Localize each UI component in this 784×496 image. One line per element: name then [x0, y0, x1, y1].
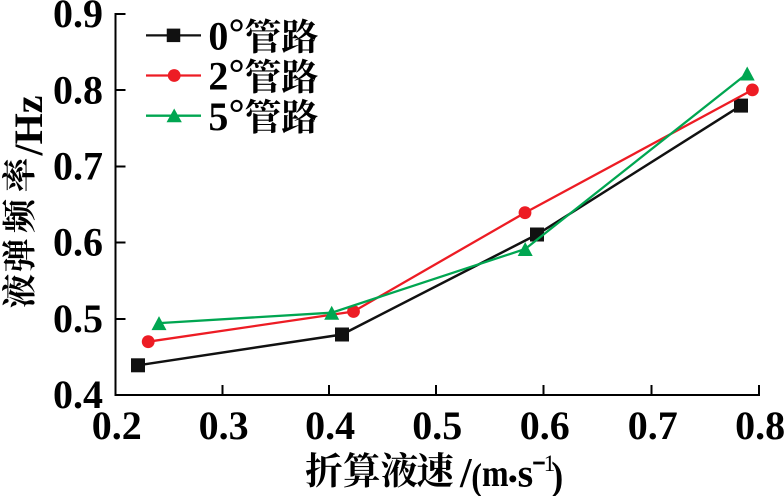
- svg-text:/Hz: /Hz: [6, 96, 51, 157]
- svg-text:5: 5: [208, 94, 228, 139]
- svg-text:°: °: [229, 50, 245, 95]
- svg-text:0.7: 0.7: [53, 144, 103, 189]
- svg-text:0.7: 0.7: [628, 403, 678, 448]
- svg-text:/: /: [459, 451, 473, 496]
- svg-text:0.2: 0.2: [92, 403, 142, 448]
- svg-text:(: (: [471, 456, 482, 496]
- svg-text:0: 0: [208, 14, 228, 59]
- svg-text:0.5: 0.5: [412, 403, 462, 448]
- svg-text:s: s: [518, 451, 534, 496]
- svg-text:1: 1: [544, 451, 556, 476]
- svg-text:0.3: 0.3: [199, 403, 249, 448]
- svg-text:0.4: 0.4: [305, 403, 355, 448]
- svg-text:0.4: 0.4: [53, 372, 103, 417]
- svg-text:m: m: [482, 452, 509, 494]
- svg-text:0.6: 0.6: [520, 403, 570, 448]
- svg-text:0.9: 0.9: [53, 0, 103, 36]
- svg-text:0.8: 0.8: [735, 403, 784, 448]
- svg-text:°: °: [229, 10, 245, 55]
- svg-text:): ): [551, 455, 563, 496]
- svg-text:0.5: 0.5: [53, 296, 103, 341]
- svg-text:0.8: 0.8: [53, 67, 103, 112]
- svg-text:0.6: 0.6: [53, 220, 103, 265]
- svg-text:°: °: [229, 91, 245, 136]
- svg-text:2: 2: [208, 54, 228, 99]
